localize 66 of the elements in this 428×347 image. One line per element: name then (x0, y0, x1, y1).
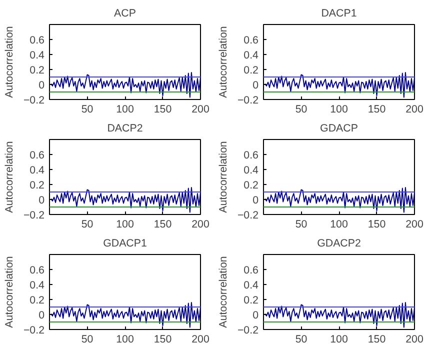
y-tick-label: 0.2 (30, 294, 45, 306)
chart-title: GDACP (320, 122, 358, 134)
y-tick-label: −0.2 (237, 324, 259, 336)
x-tick-label: 50 (81, 334, 94, 346)
x-tick-label: 200 (192, 104, 210, 116)
chart-title: DACP2 (107, 122, 143, 134)
y-axis-title: Autocorrelation (3, 26, 16, 98)
y-tick-label: 0.2 (244, 294, 259, 306)
y-axis-title: Autocorrelation (217, 256, 230, 328)
x-tick-label: 100 (116, 104, 134, 116)
x-tick-label: 150 (368, 104, 386, 116)
y-tick-label: 0.2 (244, 64, 259, 76)
chart-title: DACP1 (321, 8, 357, 20)
y-tick-label: 0.6 (30, 150, 45, 162)
x-tick-label: 150 (154, 218, 172, 230)
x-tick-label: 150 (154, 104, 172, 116)
y-tick-label: 0.6 (30, 34, 45, 46)
y-tick-label: 0.6 (244, 34, 259, 46)
y-tick-label: 0.4 (244, 50, 259, 62)
x-tick-label: 50 (295, 218, 308, 230)
y-tick-label: −0.2 (23, 94, 45, 106)
x-tick-label: 100 (116, 334, 134, 346)
y-axis-title: Autocorrelation (217, 141, 230, 213)
y-tick-label: 0.6 (30, 264, 45, 276)
y-tick-label: 0.4 (30, 50, 45, 62)
y-tick-label: 0.4 (30, 280, 45, 292)
y-tick-label: −0.2 (237, 210, 259, 222)
x-tick-label: 50 (81, 104, 94, 116)
y-tick-label: −0.2 (23, 210, 45, 222)
y-tick-label: 0.6 (244, 264, 259, 276)
y-tick-label: −0.2 (23, 324, 45, 336)
y-axis-title: Autocorrelation (3, 256, 16, 328)
chart-title: GDACP2 (317, 238, 361, 250)
y-tick-label: 0.4 (244, 164, 259, 176)
x-tick-label: 100 (330, 104, 348, 116)
y-tick-label: 0 (38, 80, 45, 92)
x-tick-label: 100 (116, 218, 134, 230)
y-tick-label: 0.4 (244, 280, 259, 292)
y-axis-title: Autocorrelation (217, 26, 230, 98)
y-tick-label: 0.4 (30, 164, 45, 176)
y-tick-label: 0 (38, 194, 45, 206)
y-tick-label: 0.6 (244, 150, 259, 162)
y-tick-label: −0.2 (237, 94, 259, 106)
x-tick-label: 200 (192, 218, 210, 230)
chart-title: GDACP1 (103, 238, 147, 250)
x-tick-label: 200 (406, 104, 424, 116)
x-tick-label: 150 (368, 218, 386, 230)
y-tick-label: 0 (252, 194, 259, 206)
x-tick-label: 200 (192, 334, 210, 346)
y-tick-label: 0.2 (30, 64, 45, 76)
y-tick-label: 0 (252, 310, 259, 322)
y-tick-label: 0 (252, 80, 259, 92)
x-tick-label: 200 (406, 334, 424, 346)
x-tick-label: 100 (330, 218, 348, 230)
x-tick-label: 200 (406, 218, 424, 230)
x-tick-label: 50 (81, 218, 94, 230)
x-tick-label: 150 (368, 334, 386, 346)
y-tick-label: 0.2 (30, 180, 45, 192)
x-tick-label: 150 (154, 334, 172, 346)
y-tick-label: 0.2 (244, 180, 259, 192)
x-tick-label: 50 (295, 104, 308, 116)
y-axis-title: Autocorrelation (3, 141, 16, 213)
x-tick-label: 100 (330, 334, 348, 346)
y-tick-label: 0 (38, 310, 45, 322)
x-tick-label: 50 (295, 334, 308, 346)
chart-title: ACP (114, 8, 136, 20)
